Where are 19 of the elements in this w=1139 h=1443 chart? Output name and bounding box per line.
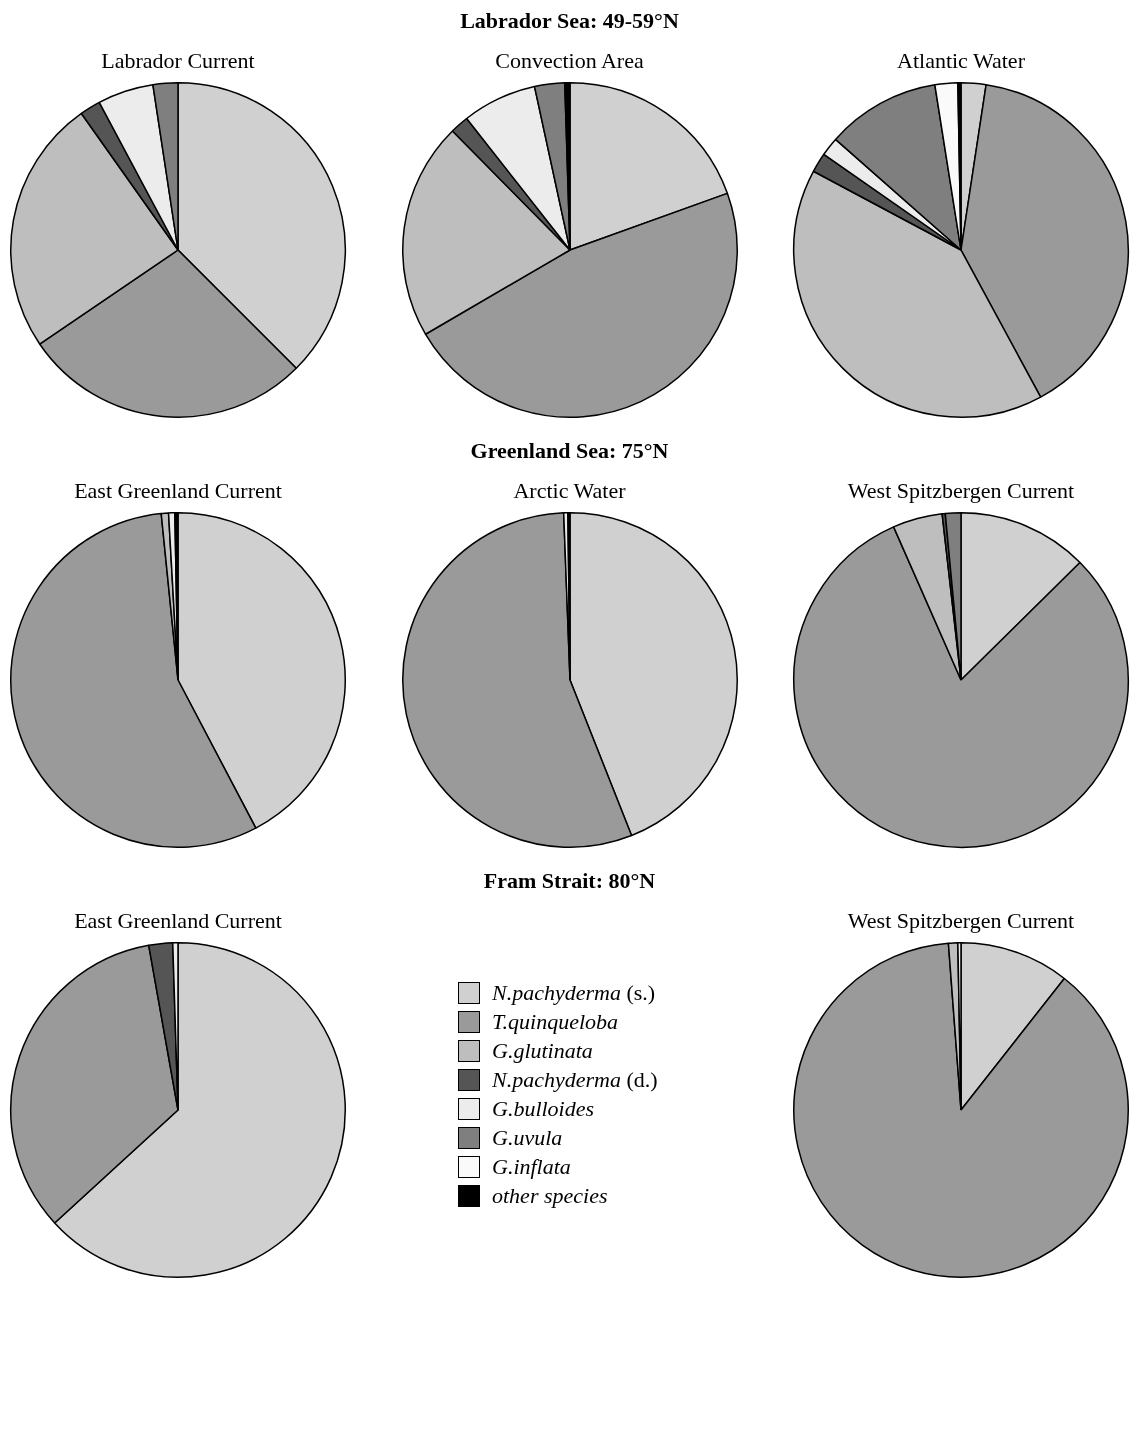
legend-label: G.inflata	[492, 1153, 571, 1179]
text: Labrador Sea: 49-59°N	[459, 8, 680, 34]
legend-label: G.glutinata	[492, 1037, 593, 1063]
text: Greenland Sea: 75°N	[469, 438, 670, 464]
chart-title: Convection Area	[495, 48, 644, 74]
chart-title: East Greenland Current	[74, 478, 282, 504]
chart-title: East Greenland Current	[74, 908, 282, 934]
legend-label: G.bulloides	[492, 1095, 595, 1121]
chart-title: Labrador Current	[101, 48, 255, 74]
legend-label: other species	[492, 1182, 608, 1208]
legend-label: N.pachyderma (s.)	[492, 979, 656, 1006]
chart-title: West Spitzbergen Current	[847, 908, 1075, 934]
legend-label: T.quinqueloba	[492, 1008, 619, 1034]
chart-title: Atlantic Water	[897, 48, 1025, 74]
legend-label: G.uvula	[492, 1124, 563, 1150]
chart-title: West Spitzbergen Current	[847, 478, 1075, 504]
legend-label: N.pachyderma (d.)	[492, 1066, 658, 1093]
chart-title: Arctic Water	[513, 478, 626, 504]
text: Fram Strait: 80°N	[482, 868, 657, 894]
